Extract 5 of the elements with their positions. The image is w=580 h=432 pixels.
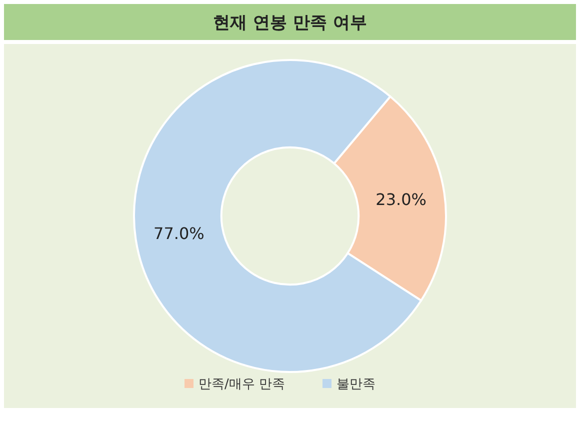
chart-title: 현재 연봉 만족 여부 (213, 13, 367, 33)
legend-label: 만족/매우 만족 (198, 377, 286, 392)
legend-label: 불만족 (336, 377, 376, 392)
data-label: 77.0% (154, 224, 204, 243)
data-label: 23.0% (376, 190, 426, 210)
